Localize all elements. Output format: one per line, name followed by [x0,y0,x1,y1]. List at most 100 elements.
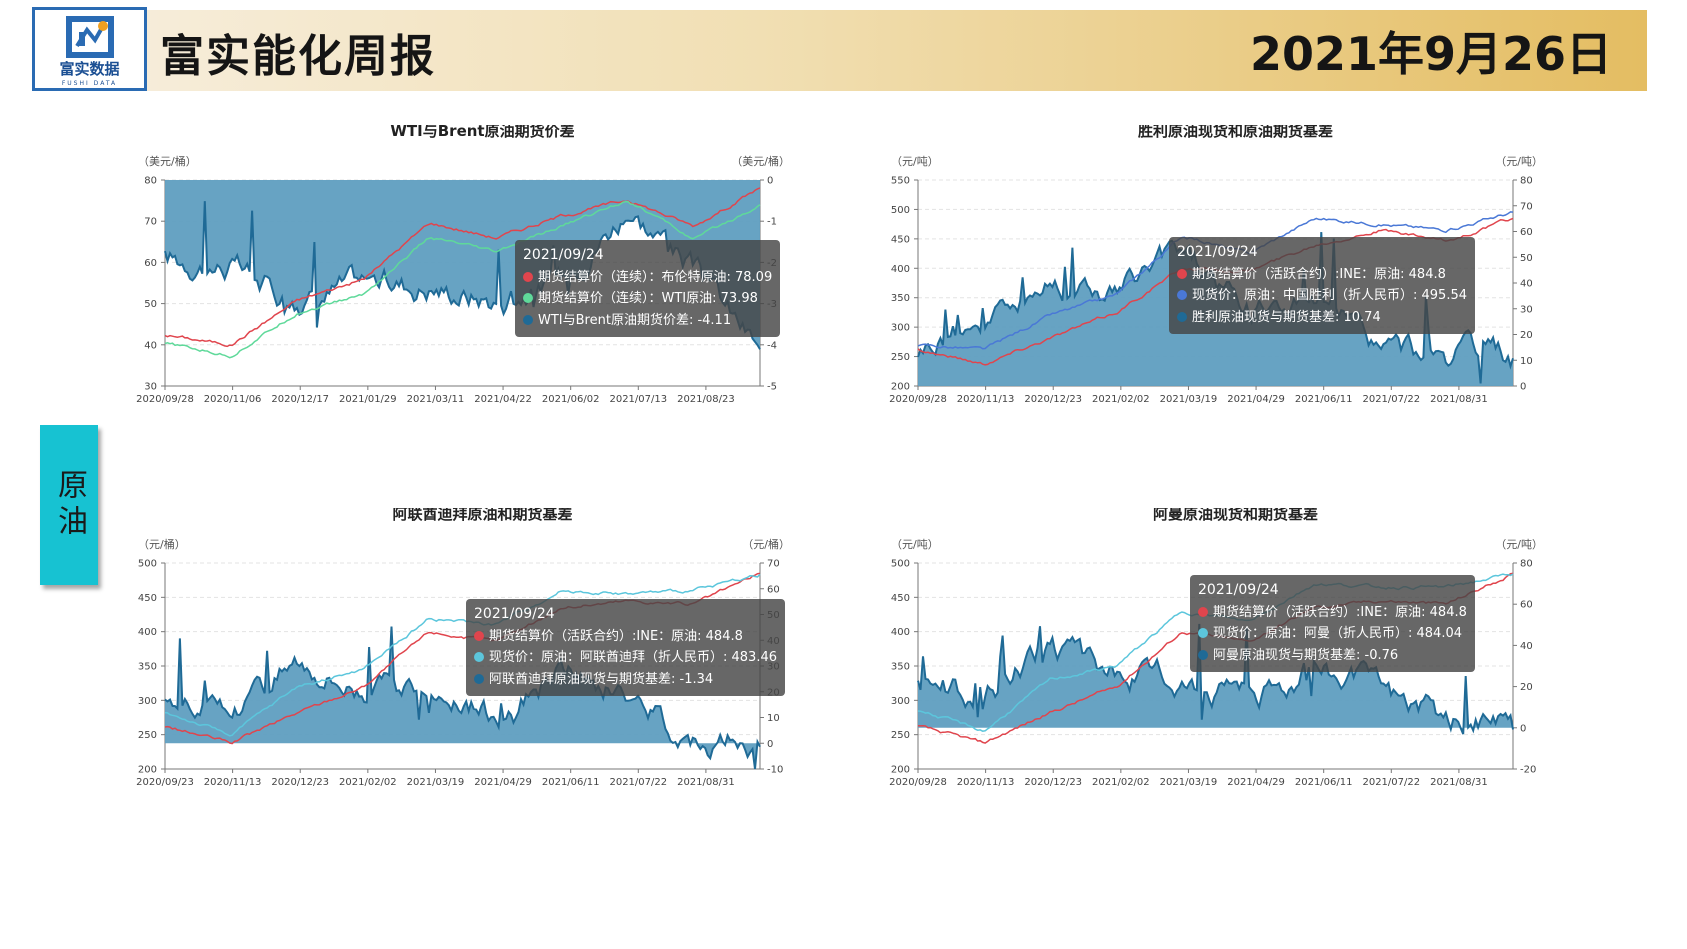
chart-svg: WTI与Brent原油期货价差 （美元/桶） （美元/桶） 30 40 50 60 70 80 -… [136,122,790,405]
left-tick-label: 60 [144,258,157,269]
x-tick-label: 2021/08/31 [677,777,735,788]
left-tick-label: 70 [144,217,157,228]
tooltip-text: 现货价：原油：阿曼（折人民币）: 484.04 [1213,626,1462,641]
tooltip-row: 期货结算价（活跃合约）:INE：原油: 484.8 [1177,264,1467,286]
section-tab-label: 原油 [52,469,87,541]
x-tick-label: 2021/04/22 [474,394,532,405]
right-tick-label: 60 [1520,600,1533,611]
left-tick-label: 450 [138,593,157,604]
left-tick-label: 500 [891,205,910,216]
left-tick-label: 200 [891,382,910,393]
tooltip-row: 期货结算价（活跃合约）:INE：原油: 484.8 [1198,602,1467,624]
x-tick-label: 2021/07/22 [1362,777,1420,788]
x-tick-label: 2020/12/23 [271,777,329,788]
legend-dot-icon [523,314,533,325]
left-tick-label: 300 [891,696,910,707]
right-tick-label: 10 [767,713,780,724]
left-axis-unit: （元/吨） [891,538,939,551]
legend-dot-icon [523,271,533,282]
basis-area-line [917,623,1514,735]
tooltip-date: 2021/09/24 [523,247,604,263]
x-tick-label: 2020/09/28 [889,777,947,788]
x-tick-label: 2020/11/13 [957,394,1015,405]
series-line-2 [164,200,761,359]
legend-dot-icon [523,293,533,303]
left-tick-label: 30 [144,382,157,393]
x-tick-label: 2021/02/02 [339,777,397,788]
chart-tooltip: 2021/09/24 期货结算价（活跃合约）:INE：原油: 484.8 现货价：原… [466,599,785,696]
left-tick-label: 350 [891,293,910,304]
right-tick-label: 0 [1520,382,1526,393]
x-tick-label: 2021/01/29 [339,394,397,405]
left-tick-label: 300 [138,696,157,707]
left-tick-label: 200 [891,765,910,776]
basis-area-line [164,201,761,350]
left-axis-unit: （元/桶） [138,537,186,551]
tooltip-row: 现货价：原油：中国胜利（折人民币）: 495.54 [1177,285,1467,307]
tooltip-text: WTI与Brent原油期货价差: -4.11 [538,312,732,328]
legend-dot-icon [1177,311,1187,322]
x-tick-label: 2021/04/29 [1227,394,1285,405]
chart-title: 阿曼原油现货和期货基差 [1153,508,1318,523]
x-tick-label: 2020/09/23 [136,777,194,788]
right-tick-label: -4 [767,340,777,351]
left-tick-label: 350 [891,662,910,673]
x-tick-label: 2021/03/19 [407,777,465,788]
left-tick-label: 500 [138,559,157,570]
right-tick-label: 20 [1520,330,1533,341]
right-tick-label: 10 [1520,356,1533,367]
right-axis-unit: （元/吨） [1495,155,1543,168]
x-tick-label: 2021/04/29 [1227,777,1285,788]
left-axis-unit: （美元/桶） [138,154,197,168]
right-axis-unit: （元/桶） [742,537,790,551]
left-tick-label: 200 [138,765,157,776]
tooltip-date: 2021/09/24 [1198,582,1279,598]
chart-svg: 阿曼原油现货和期货基差（元/吨） （元/吨）2002503003504004505… [889,505,1543,788]
x-tick-label: 2021/07/22 [1362,394,1420,405]
right-tick-label: 0 [767,176,773,187]
right-tick-label: 80 [1520,559,1533,570]
x-tick-label: 2020/12/17 [271,394,329,405]
x-tick-label: 2020/11/13 [204,777,262,788]
x-tick-label: 2021/04/29 [474,777,532,788]
tooltip-text: 期货结算价（活跃合约）:INE：原油: 484.8 [1192,266,1446,282]
left-tick-label: 350 [138,662,157,673]
left-tick-label: 40 [144,340,157,351]
tooltip-text: 阿曼原油现货与期货基差: -0.76 [1213,647,1399,663]
left-tick-label: 300 [891,323,910,334]
left-tick-label: 250 [138,730,157,741]
x-tick-label: 2021/06/11 [1295,394,1353,405]
tooltip-row: 现货价：原油：阿曼（折人民币）: 484.04 [1198,623,1467,645]
x-tick-label: 2021/08/23 [677,394,735,405]
chart-title: 阿联酋迪拜原油和期货基差 [392,508,572,523]
tooltip-text: 阿联酋迪拜原油现货与期货基差: -1.34 [489,671,714,687]
right-tick-label: 50 [1520,253,1533,264]
left-tick-label: 80 [144,176,157,187]
series-line-2 [164,573,761,737]
right-tick-label: 0 [1520,723,1526,734]
section-tab-crude-oil[interactable]: 原油 [40,425,98,585]
tooltip-text: 期货结算价（活跃合约）:INE：原油: 484.8 [489,628,743,644]
tooltip-row: WTI与Brent原油期货价差: -4.11 [523,310,772,332]
right-tick-label: 30 [1520,304,1533,315]
right-tick-label: 20 [1520,682,1533,693]
left-tick-label: 500 [891,559,910,570]
right-axis-unit: （元/吨） [1495,538,1543,551]
tooltip-row: 阿联酋迪拜原油现货与期货基差: -1.34 [474,669,777,691]
left-tick-label: 450 [891,234,910,245]
chart-title: WTI与Brent原油期货价差 [390,125,574,140]
chart-tooltip: 2021/09/24 期货结算价（连续）：布伦特原油: 78.09 期货结算价（连续… [515,240,781,337]
x-tick-label: 2020/09/28 [136,394,194,405]
tooltip-text: 期货结算价（活跃合约）:INE：原油: 484.8 [1213,604,1467,620]
chart-tooltip: 2021/09/24 期货结算价（活跃合约）:INE：原油: 484.8 现货价：原… [1169,237,1475,334]
tooltip-text: 期货结算价（连续）：WTI原油: 73.98 [538,291,758,306]
x-tick-label: 2021/06/11 [542,777,600,788]
legend-dot-icon [1198,628,1208,638]
x-tick-label: 2021/02/02 [1092,394,1150,405]
chart-shengli-basis: 胜利原油现货和原油期货基差 （元/吨） （元/吨） 200 250 300 350 400 45… [883,122,1623,455]
tooltip-row: 阿曼原油现货与期货基差: -0.76 [1198,645,1467,667]
x-tick-label: 2020/11/06 [204,394,262,405]
tooltip-row: 期货结算价（连续）：WTI原油: 73.98 [523,288,772,310]
x-tick-label: 2021/06/02 [542,394,600,405]
chart-oman-basis: 阿曼原油现货和期货基差 （元/吨） （元/吨） 200 250 300 350 400 450 5… [883,505,1623,838]
